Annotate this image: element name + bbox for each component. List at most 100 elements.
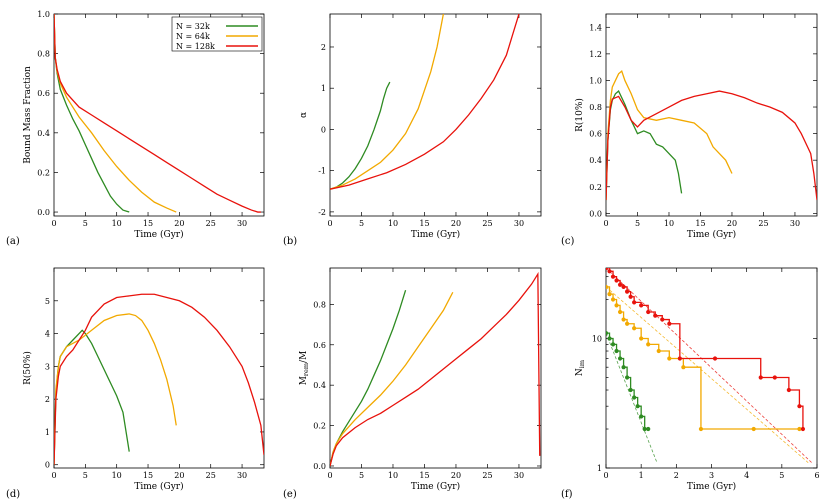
data-point xyxy=(628,387,633,393)
x-tick-label: 5 xyxy=(359,471,364,480)
legend-label: N = 64k xyxy=(176,32,210,41)
data-point xyxy=(614,303,619,308)
data-point xyxy=(610,342,616,347)
panel-4: 0 5 10 15 20 25 30 0.0 0.2 0.4 0.6 0.8 Time (Gyr) Mre… xyxy=(283,267,542,500)
x-axis-label: Time (Gyr) xyxy=(687,481,736,492)
y-tick-label: 1 xyxy=(597,464,602,473)
series-group xyxy=(330,271,541,467)
x-axis-label: Time (Gyr) xyxy=(411,229,460,240)
series-line-1 xyxy=(606,70,733,201)
data-point xyxy=(681,365,686,370)
data-point xyxy=(628,294,633,299)
x-tick-label: 10 xyxy=(112,219,122,228)
series-line-1 xyxy=(330,14,445,190)
x-tick-label: 30 xyxy=(237,219,247,228)
panel-label: (a) xyxy=(6,236,20,247)
series-group xyxy=(330,14,520,190)
data-point xyxy=(712,356,718,361)
data-point xyxy=(632,300,637,305)
x-tick-label: 15 xyxy=(419,471,429,480)
y-tick-label: 0.6 xyxy=(589,130,602,139)
x-tick-label: 0 xyxy=(51,471,56,480)
x-tick-label: 20 xyxy=(174,219,184,228)
panel-label: (d) xyxy=(6,489,20,500)
x-tick-label: 30 xyxy=(514,471,524,480)
series-line-1 xyxy=(330,291,454,467)
series-line-0 xyxy=(606,90,683,201)
x-tick-label: 5 xyxy=(635,219,640,228)
x-tick-label: 10 xyxy=(664,219,674,228)
trend-line xyxy=(606,332,658,463)
x-tick-label: 6 xyxy=(814,471,819,480)
y-tick-label: 0.4 xyxy=(313,381,326,390)
series-line-0 xyxy=(54,14,130,213)
series-line-2 xyxy=(54,14,261,213)
y-tick-label: 0 xyxy=(45,461,50,470)
y-axis-label: Mrem/M xyxy=(299,351,310,386)
y-tick-label: 1 xyxy=(45,428,50,437)
data-point xyxy=(610,297,616,302)
x-tick-label: 0 xyxy=(603,219,608,228)
panel-3: 0 5 10 15 20 25 30 0 1 2 3 4 5 Time (Gyr) R(50%) (d) xyxy=(6,267,265,500)
series-group xyxy=(606,70,817,201)
series-line-0 xyxy=(330,81,391,190)
data-point xyxy=(614,348,619,354)
x-tick-label: 2 xyxy=(674,471,679,480)
y-tick-label: 1 xyxy=(321,84,326,93)
x-tick-label: 15 xyxy=(143,219,153,228)
x-tick-label: 15 xyxy=(695,219,705,228)
panel-label: (b) xyxy=(283,236,297,247)
series-group xyxy=(54,14,261,213)
x-tick-label: 15 xyxy=(143,471,153,480)
plot-frame xyxy=(329,267,542,469)
y-tick-label: 0.0 xyxy=(313,462,326,471)
series-line-2 xyxy=(54,293,264,465)
data-point xyxy=(797,426,802,432)
plot-frame xyxy=(329,13,542,217)
series-line-2 xyxy=(330,14,520,190)
y-tick-label: 10 xyxy=(592,334,602,343)
data-point xyxy=(635,404,640,409)
y-tick-label: 1.4 xyxy=(589,23,602,32)
data-point xyxy=(639,414,644,419)
x-tick-label: 30 xyxy=(237,471,247,480)
x-tick-label: 25 xyxy=(482,219,492,228)
panel-1: 0 5 10 15 20 25 30 -2 -1 0 1 2 Time (Gyr) α (b) xyxy=(283,13,542,247)
data-point xyxy=(646,309,651,315)
y-tick-label: 0.2 xyxy=(313,422,326,431)
series-line-0 xyxy=(54,329,130,465)
y-tick-label: 0.8 xyxy=(589,103,602,112)
x-tick-label: 5 xyxy=(83,219,88,228)
data-point xyxy=(656,348,661,354)
x-axis-label: Time (Gyr) xyxy=(687,229,736,240)
x-tick-label: 20 xyxy=(727,219,737,228)
data-point xyxy=(698,426,704,432)
y-tick-label: 0.0 xyxy=(37,208,50,217)
data-point xyxy=(625,289,630,294)
x-tick-label: 0 xyxy=(51,219,56,228)
x-tick-label: 10 xyxy=(112,471,122,480)
y-tick-label: 1.2 xyxy=(589,50,602,59)
data-point xyxy=(621,284,626,290)
x-axis-label: Time (Gyr) xyxy=(411,481,460,492)
data-point xyxy=(786,387,791,393)
data-point xyxy=(667,321,672,326)
y-tick-label: 0.6 xyxy=(313,341,326,350)
y-tick-label: 0.8 xyxy=(37,50,50,59)
y-tick-label: 3 xyxy=(45,362,50,371)
x-tick-label: 0 xyxy=(327,219,332,228)
trend-line xyxy=(606,286,809,463)
data-point xyxy=(607,292,612,297)
plot-frame xyxy=(53,267,265,469)
y-tick-label: 0.2 xyxy=(37,168,50,177)
legend-label: N = 128k xyxy=(176,42,215,51)
y-axis-label: α xyxy=(299,112,309,118)
data-point xyxy=(625,375,630,380)
x-tick-label: 0 xyxy=(603,471,608,480)
panel-label: (e) xyxy=(283,489,297,500)
data-point xyxy=(617,309,623,315)
series-line-2 xyxy=(606,90,817,201)
y-tick-label: -2 xyxy=(318,208,326,217)
plot-frame xyxy=(605,13,818,217)
data-point xyxy=(617,282,623,287)
